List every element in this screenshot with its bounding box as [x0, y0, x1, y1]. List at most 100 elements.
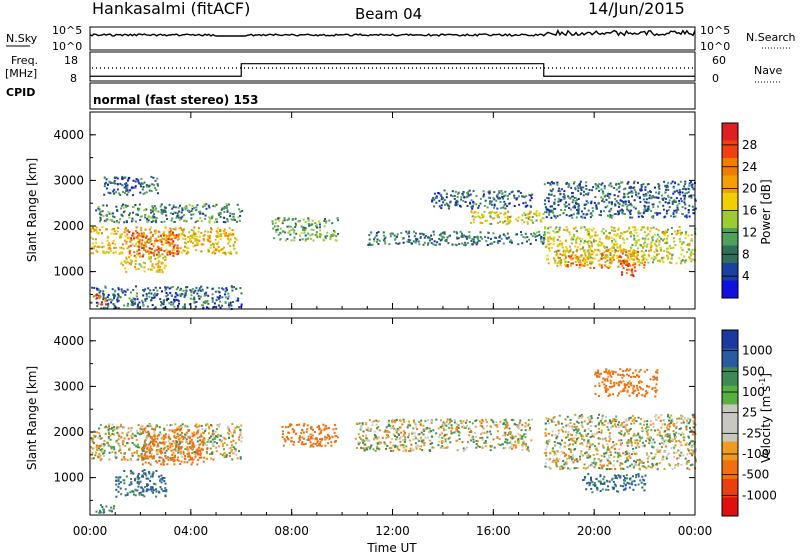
y-tick-label: 3000 — [53, 173, 84, 187]
colorbar-tick-label: 28 — [742, 138, 757, 152]
colorbar-swatch — [722, 348, 738, 368]
colorbar-swatch — [722, 497, 738, 517]
nave-tick-bottom: 0 — [712, 72, 719, 85]
velocity-region — [354, 418, 534, 453]
power-region — [120, 253, 167, 274]
colorbar-tick-label: 16 — [742, 204, 757, 218]
velocity-cbar-label-main: Velocity [m s — [759, 386, 773, 463]
x-tick-label: 00:00 — [678, 524, 713, 538]
power-y-axis: 4000 3000 2000 1000 — [53, 128, 695, 295]
x-tick-label: 08:00 — [274, 524, 309, 538]
nave-trace — [90, 63, 695, 77]
colorbar-swatch — [722, 175, 738, 194]
colorbar-swatch — [722, 263, 738, 281]
power-region — [543, 180, 697, 219]
x-tick-label: 04:00 — [174, 524, 209, 538]
nsky-tick-bottom: 10^0 — [52, 40, 82, 53]
freq-tick-bottom: 8 — [70, 72, 77, 85]
colorbar-swatch — [722, 367, 738, 387]
colorbar-tick-label: 12 — [742, 225, 757, 239]
y-tick-label: 3000 — [53, 379, 84, 393]
nsearch-tick-bottom: 10^0 — [700, 40, 730, 53]
colorbar-swatch — [722, 404, 738, 424]
x-tick-label: 12:00 — [375, 524, 410, 538]
power-region — [367, 230, 546, 247]
velocity-region — [95, 504, 116, 514]
colorbar-swatch — [722, 478, 738, 498]
nave-line — [90, 63, 695, 77]
colorbar-tick-label: 100 — [742, 385, 765, 399]
power-region — [431, 189, 534, 210]
colorbar-tick-label: -25 — [742, 426, 762, 440]
cpid-text: normal (fast stereo) 153 — [93, 93, 259, 107]
beam-title: Beam 04 — [355, 5, 422, 23]
colorbar-tick-label: -100 — [742, 447, 769, 461]
colorbar-tick-label: 1000 — [742, 344, 773, 358]
freq-label: Freq. — [11, 54, 38, 67]
power-region — [95, 203, 244, 224]
nave-label: Nave — [754, 64, 782, 77]
power-region — [469, 210, 545, 226]
velocity-panel: 4000 3000 2000 1000 Slant Range [km] — [25, 317, 697, 516]
freq-tick-top: 18 — [64, 54, 78, 67]
velocity-region — [140, 427, 206, 466]
power-panel: 4000 3000 2000 1000 Slant Range [km] — [25, 111, 697, 310]
colorbar-swatch — [722, 228, 738, 246]
power-ylabel: Slant Range [km] — [25, 158, 39, 262]
velocity-region — [115, 469, 168, 498]
velocity-ylabel: Slant Range [km] — [25, 366, 39, 470]
nsky-trace — [89, 28, 696, 37]
power-colorbar: 28 24 20 16 12 8 4 — [721, 122, 757, 299]
power-region — [127, 230, 180, 258]
cpid-label: CPID — [6, 86, 35, 99]
power-heatmap — [90, 175, 697, 310]
power-region — [90, 285, 243, 310]
power-region — [556, 248, 646, 269]
colorbar-tick-label: -1000 — [742, 488, 777, 502]
power-region — [271, 216, 339, 242]
colorbar-swatch — [722, 423, 738, 443]
velocity-heatmap — [90, 368, 697, 514]
x-tick-label: 00:00 — [73, 524, 108, 538]
nsky-panel: N.Sky 10^5 10^0 10^5 10^0 N.Search — [6, 24, 796, 53]
colorbar-swatch — [722, 385, 738, 405]
colorbar-frame — [721, 329, 739, 517]
velocity-cbar-label-close: ] — [759, 373, 773, 378]
colorbar-swatch — [722, 460, 738, 480]
y-tick-label: 2000 — [53, 425, 84, 439]
y-tick-label: 4000 — [53, 128, 84, 142]
colorbar-tick-label: 25 — [742, 406, 757, 420]
velocity-cbar-label-sup: -1 — [758, 378, 767, 386]
xlabel: Time UT — [366, 541, 417, 554]
station-title: Hankasalmi (fitACF) — [92, 0, 250, 18]
freq-unit: [MHz] — [5, 67, 37, 80]
velocity-region — [594, 368, 659, 398]
nsearch-label: N.Search — [746, 31, 796, 44]
colorbar-swatch — [722, 140, 738, 159]
colorbar-tick-label: 24 — [742, 160, 757, 174]
colorbar-tick-label: 500 — [742, 364, 765, 378]
colorbar-tick-label: 8 — [742, 247, 750, 261]
time-axis: 00:00 04:00 08:00 12:00 16:00 20:00 00:00 — [73, 112, 713, 538]
nsky-label: N.Sky — [6, 32, 38, 45]
colorbar-swatch — [722, 193, 738, 211]
colorbar-swatch — [722, 441, 738, 461]
colorbar-swatch — [722, 330, 738, 350]
freq-panel: Freq. [MHz] 18 8 60 0 Nave — [5, 51, 782, 85]
power-region — [619, 259, 637, 278]
y-tick-label: 1000 — [53, 265, 84, 279]
date-title: 14/Jun/2015 — [588, 0, 685, 18]
velocity-region — [281, 423, 339, 448]
colorbar-swatch — [722, 123, 738, 141]
velocity-cbar-label: Velocity [m s-1] — [758, 373, 773, 463]
velocity-region — [582, 473, 647, 494]
colorbar-swatch — [722, 210, 738, 229]
colorbar-tick-label: 20 — [742, 182, 757, 196]
colorbar-tick-label: -500 — [742, 468, 769, 482]
nsky-line — [89, 28, 696, 37]
x-tick-label: 16:00 — [476, 524, 511, 538]
nsky-tick-top: 10^5 — [52, 24, 82, 37]
cpid-panel: CPID normal (fast stereo) 153 — [6, 82, 696, 110]
y-tick-label: 4000 — [53, 334, 84, 348]
